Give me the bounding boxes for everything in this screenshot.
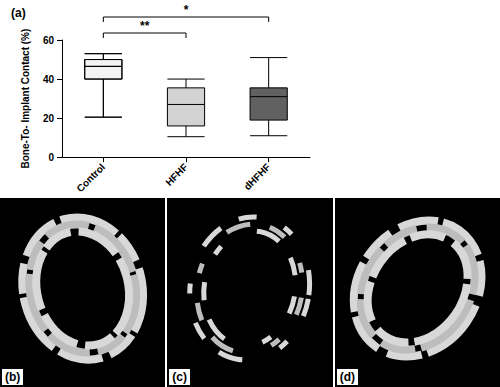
html-text:(b): (b) <box>5 370 21 384</box>
html-text:(c): (c) <box>172 370 187 384</box>
svg-text:**: ** <box>140 19 150 33</box>
svg-text:Bone-To- Implant Contact (%): Bone-To- Implant Contact (%) <box>20 29 31 169</box>
svg-text:60: 60 <box>43 35 55 46</box>
html-text:(d): (d) <box>339 370 355 384</box>
svg-text:dHFHF: dHFHF <box>242 161 273 192</box>
svg-text:Control: Control <box>74 161 107 194</box>
svg-text:0: 0 <box>48 152 54 163</box>
svg-text:HFHF: HFHF <box>163 161 190 188</box>
svg-text:20: 20 <box>43 113 55 124</box>
svg-text:*: * <box>184 3 189 17</box>
svg-text:40: 40 <box>43 74 55 85</box>
svg-text:(a): (a) <box>11 6 26 20</box>
